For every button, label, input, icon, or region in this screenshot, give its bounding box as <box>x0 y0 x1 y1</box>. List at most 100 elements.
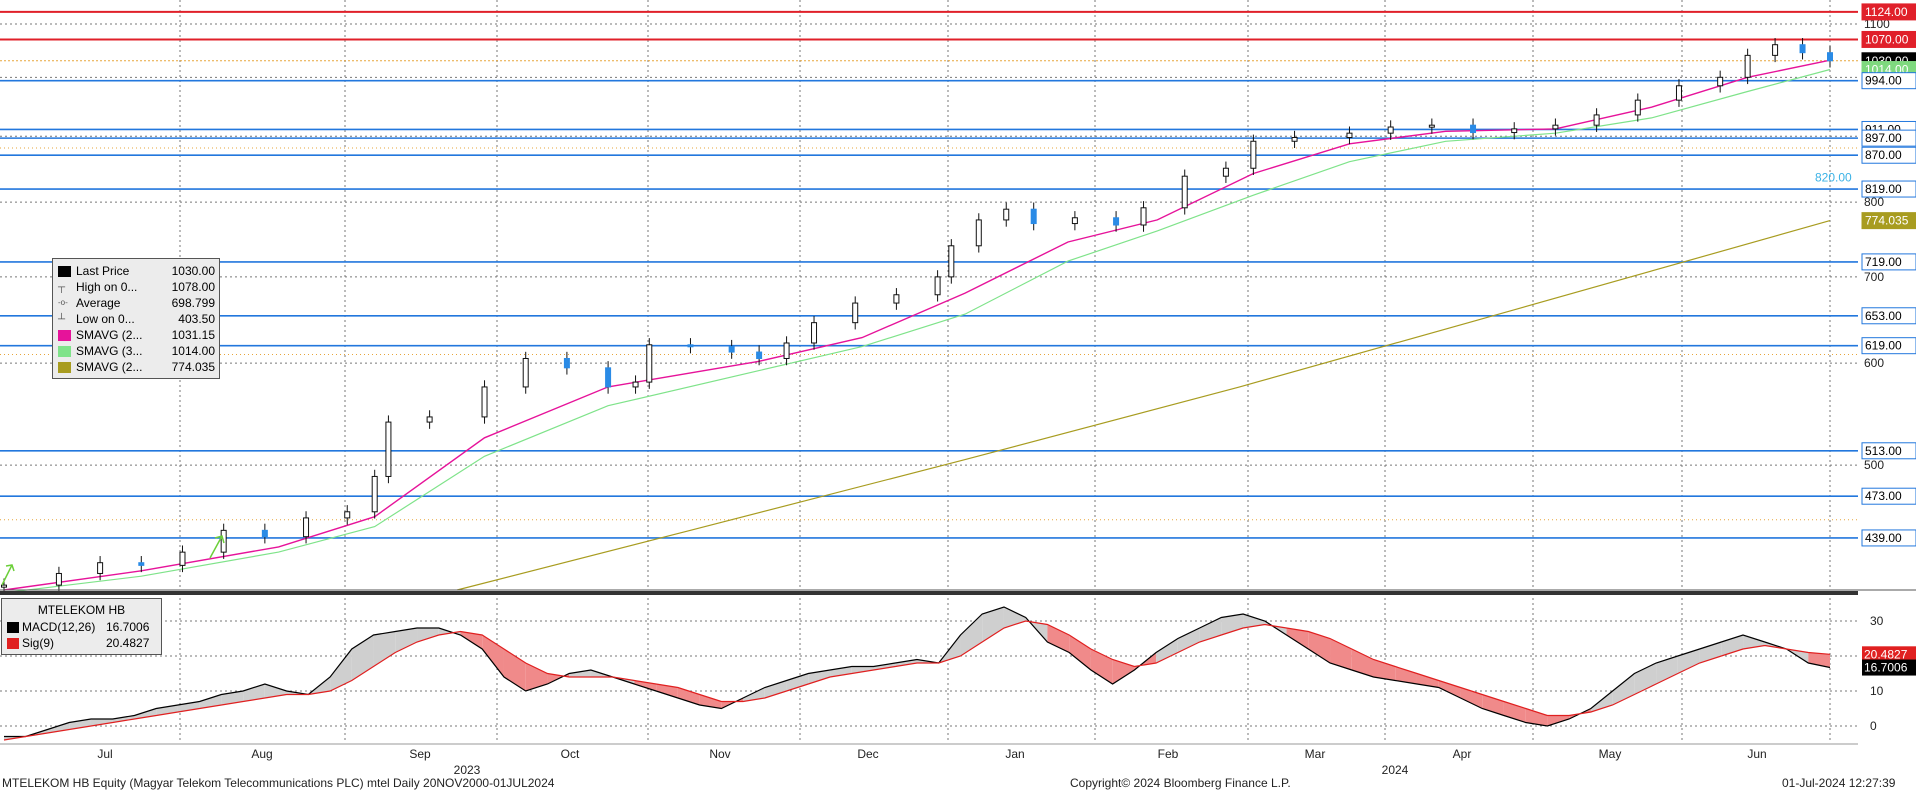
level-label-text: 819.00 <box>1865 182 1902 196</box>
legend-swatch: ┴ <box>58 313 66 325</box>
candle-body <box>783 342 790 359</box>
legend-swatch <box>58 361 71 373</box>
sma-slow-line <box>3 68 1831 594</box>
level-label: 774.035 <box>1861 212 1916 230</box>
candle-body <box>1470 124 1477 134</box>
macd-tick-label: 0 <box>1870 719 1877 733</box>
candle-body <box>975 219 982 247</box>
month-label: Jun <box>1747 747 1766 761</box>
level-label-text: 897.00 <box>1865 131 1902 145</box>
level-label-box <box>1861 72 1916 90</box>
macd-fill <box>243 684 265 702</box>
legend-name: SMAVG (2... <box>76 328 143 342</box>
legend-value: 774.035 <box>171 360 215 374</box>
macd-fill <box>221 691 244 705</box>
level-label: 653.00 <box>1861 307 1916 325</box>
candle-body <box>385 421 392 477</box>
sma-long-line <box>456 220 1831 591</box>
level-label-text: 1070.00 <box>1865 32 1909 46</box>
candle-body <box>179 551 186 566</box>
macd-fill <box>1503 701 1526 723</box>
sma-fast-line <box>3 59 1831 591</box>
macd-fill <box>199 694 222 709</box>
level-label-text: 473.00 <box>1865 489 1902 503</box>
candle-body <box>261 529 268 538</box>
legend-row: SMAVG (2... 774.035 <box>58 359 215 375</box>
macd-tick-label: 10 <box>1870 684 1884 698</box>
macd-fill <box>1199 617 1222 642</box>
candle-body <box>55 572 62 586</box>
candle-body <box>481 386 488 418</box>
legend-row: Last Price 1030.00 <box>58 263 215 279</box>
candle-body <box>1071 217 1078 225</box>
macd-fill <box>1308 631 1331 663</box>
candle-body <box>426 416 433 423</box>
candle-body <box>1552 124 1559 130</box>
macd-fill <box>656 684 678 698</box>
macd-value: 16.7006 <box>106 620 150 634</box>
price-tick-label: 1100 <box>1864 17 1890 31</box>
macd-fill <box>677 687 700 705</box>
macd-fill <box>1221 614 1244 635</box>
candle-body <box>563 357 570 369</box>
candle-body <box>1634 99 1641 116</box>
legend-row: SMAVG (2... 1031.15 <box>58 327 215 343</box>
candle-body <box>1346 132 1353 139</box>
candle-body <box>934 276 941 296</box>
candle-body <box>1717 76 1724 87</box>
arrow-icon <box>1 564 15 586</box>
macd-fill <box>1286 628 1309 649</box>
macd-fill <box>960 614 983 656</box>
macd-fill <box>1677 649 1700 674</box>
legend-name: SMAVG (3... <box>76 344 143 358</box>
signal-legend-row: Sig(9) 20.4827 <box>7 635 156 651</box>
year-label: 2024 <box>1382 763 1409 777</box>
level-label-text: 719.00 <box>1865 255 1902 269</box>
candle-body <box>1387 126 1394 134</box>
level-label: 1124.00 <box>1861 3 1916 21</box>
macd-fill <box>264 684 287 698</box>
candle-body <box>1799 44 1806 54</box>
level-label-box <box>1861 180 1916 198</box>
signal-line <box>3 620 1831 741</box>
macd-fill <box>1395 666 1417 684</box>
level-label: 439.00 <box>1861 529 1916 547</box>
level-label-box <box>1861 487 1916 505</box>
level-label-text: 619.00 <box>1865 339 1902 353</box>
legend-value: 403.50 <box>178 312 215 326</box>
candle-body <box>1428 124 1435 128</box>
legend-swatch <box>58 329 71 341</box>
year-label: 2023 <box>454 763 481 777</box>
macd-fill <box>1112 659 1135 684</box>
macd-swatch <box>7 621 19 633</box>
legend-value: 698.799 <box>171 296 215 310</box>
signal-swatch <box>7 637 19 649</box>
macd-fill <box>1416 673 1439 688</box>
candle-body <box>1003 208 1010 221</box>
macd-fill <box>1243 614 1265 628</box>
macd-fill <box>873 663 896 670</box>
legend-value: 1031.15 <box>171 328 215 342</box>
macd-fill <box>417 628 439 642</box>
arrow-icon <box>209 535 225 559</box>
legend-value: 1030.00 <box>171 264 215 278</box>
month-label: Aug <box>251 747 272 761</box>
level-label-text: 870.00 <box>1865 148 1902 162</box>
candle-body <box>1113 217 1120 226</box>
price-legend[interactable]: Last Price 1030.00 ┬ High on 0... 1078.00 -o-… <box>52 258 220 379</box>
panel-divider <box>0 591 1858 595</box>
month-label: Oct <box>561 747 580 761</box>
footer-security: MTELEKOM HB Equity (Magyar Telekom Telec… <box>2 776 555 790</box>
level-label: 619.00 <box>1861 337 1916 355</box>
legend-row: SMAVG (3... 1014.00 <box>58 343 215 359</box>
level-label-box <box>1861 442 1916 460</box>
macd-legend[interactable]: MTELEKOM HB MACD(12,26) 16.7006 Sig(9) 2… <box>1 598 162 655</box>
level-label: 719.00 <box>1861 253 1916 271</box>
macd-fill <box>90 719 113 726</box>
macd-value-box <box>1862 659 1916 676</box>
level-label-box <box>1861 253 1916 271</box>
level-label-box <box>1861 212 1916 230</box>
price-tick-label: 500 <box>1864 458 1884 472</box>
legend-name: SMAVG (2... <box>76 360 143 374</box>
